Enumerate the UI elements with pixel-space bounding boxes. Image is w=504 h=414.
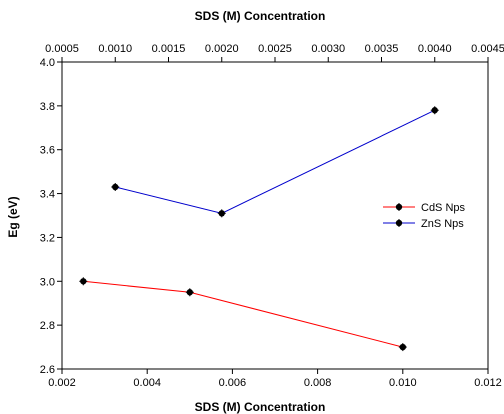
x2-tick-label: 0.0010: [98, 43, 132, 55]
plot-axes: [57, 57, 489, 374]
legend: CdS Nps ZnS Nps: [383, 202, 466, 230]
series-line-1: [115, 109, 436, 214]
x-tick-label: 0.012: [474, 377, 502, 389]
x-tick-label: 0.002: [48, 377, 76, 389]
legend-marker: [395, 219, 403, 227]
y-tick-label: 3.4: [40, 189, 55, 201]
x-tick-label: 0.006: [219, 377, 247, 389]
series-lines: [83, 109, 436, 348]
data-point: [79, 277, 88, 286]
x2-tick-label: 0.0025: [258, 43, 292, 55]
x2-tick-label: 0.0035: [365, 43, 399, 55]
series-points: [79, 106, 439, 352]
data-point: [185, 288, 194, 297]
series-line-0: [83, 280, 403, 348]
x-axis-title-bottom: SDS (M) Concentration: [195, 400, 326, 414]
y-tick-label: 4.0: [40, 57, 55, 69]
y-tick-label: 2.8: [40, 320, 55, 332]
plot-frame: [61, 61, 489, 370]
data-point: [430, 106, 439, 115]
y-tick-label: 3.0: [40, 276, 55, 288]
y-tick-label: 3.8: [40, 101, 55, 113]
legend-label: CdS Nps: [421, 202, 466, 214]
x2-tick-label: 0.0040: [418, 43, 452, 55]
legend-item: CdS Nps: [383, 202, 466, 214]
x-axis-title-top: SDS (M) Concentration: [195, 9, 326, 23]
data-point: [217, 209, 226, 218]
data-point: [398, 343, 407, 352]
data-point: [111, 182, 120, 191]
x2-tick-label: 0.0015: [152, 43, 186, 55]
y-tick-label: 3.2: [40, 232, 55, 244]
x2-tick-label: 0.0030: [311, 43, 345, 55]
y-axis-title: Eg (eV): [6, 196, 20, 237]
x2-tick-label: 0.0005: [45, 43, 79, 55]
y-tick-label: 3.6: [40, 145, 55, 157]
legend-item: ZnS Nps: [383, 218, 464, 230]
x2-tick-label: 0.0045: [471, 43, 504, 55]
x2-tick-label: 0.0020: [205, 43, 239, 55]
y-tick-label: 2.6: [40, 364, 55, 376]
legend-marker: [395, 203, 403, 211]
x-tick-label: 0.010: [389, 377, 417, 389]
x-tick-label: 0.004: [133, 377, 161, 389]
legend-label: ZnS Nps: [421, 218, 464, 230]
x-tick-label: 0.008: [304, 377, 332, 389]
tick-labels: 2.6 2.8 3.0 3.2 3.4 3.6 3.8 4.0 0.002 0.004 0.006 0…: [40, 43, 504, 389]
